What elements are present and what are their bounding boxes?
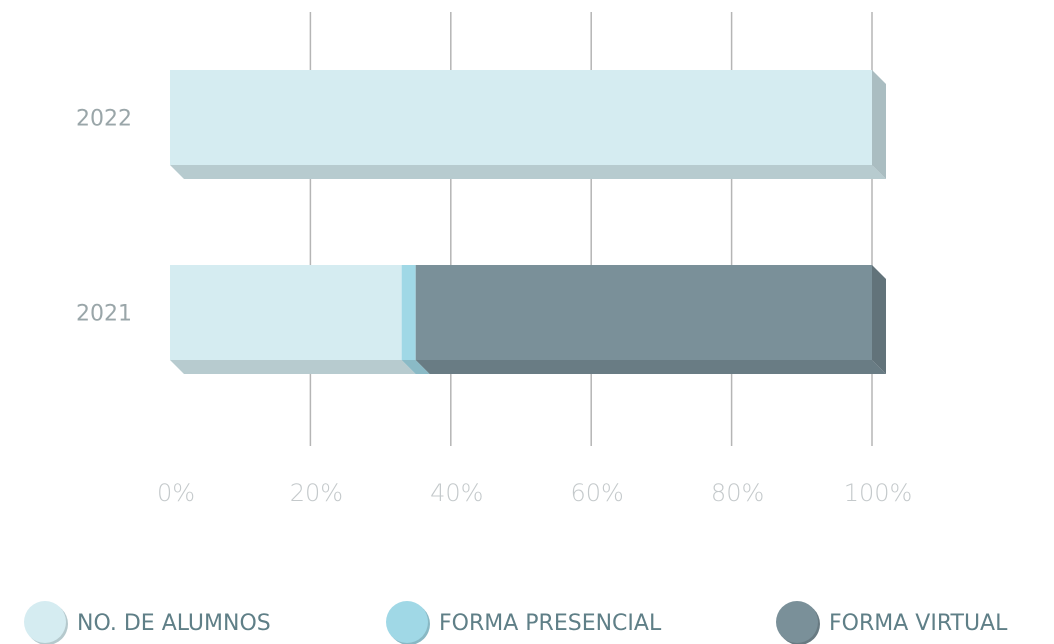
bar-depth (170, 165, 886, 179)
legend-label: NO. DE ALUMNOS (77, 611, 271, 636)
bar-depth (170, 360, 416, 374)
x-tick-label: 80% (711, 479, 764, 507)
category-label: 2021 (76, 302, 132, 327)
x-tick-label: 40% (430, 479, 483, 507)
bar (170, 265, 402, 360)
bar-side (872, 70, 886, 179)
bar (170, 70, 872, 165)
x-tick-label: 20% (290, 479, 343, 507)
bar-depth (415, 360, 886, 374)
x-tick-label: 100% (844, 479, 913, 507)
bar (401, 265, 416, 360)
legend-swatch (386, 601, 428, 643)
bar (415, 265, 872, 360)
bar-side (872, 265, 886, 374)
legend-swatch (24, 601, 66, 643)
category-label: 2022 (76, 107, 132, 132)
x-tick-label: 0% (157, 479, 195, 507)
legend-label: FORMA VIRTUAL (829, 611, 1008, 636)
legend-swatch (776, 601, 818, 643)
bar-depth (401, 360, 430, 374)
legend-label: FORMA PRESENCIAL (439, 611, 662, 636)
x-tick-label: 60% (571, 479, 624, 507)
